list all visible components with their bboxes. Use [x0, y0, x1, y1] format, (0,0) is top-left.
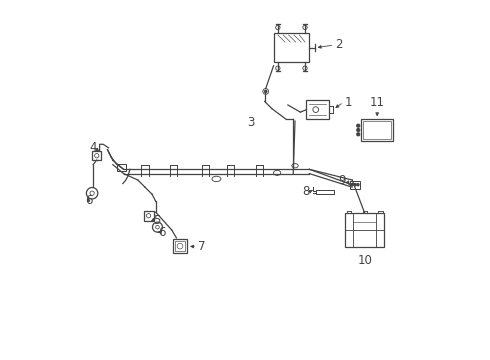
Circle shape	[351, 184, 353, 186]
Bar	[306, 100, 329, 119]
Bar	[175, 241, 185, 251]
Text: 2: 2	[335, 39, 343, 51]
Text: 6: 6	[159, 226, 166, 239]
Text: 4: 4	[90, 141, 97, 154]
Circle shape	[357, 129, 360, 131]
Bar	[118, 164, 126, 171]
Bar	[345, 213, 384, 247]
Circle shape	[357, 124, 360, 127]
Bar	[361, 119, 393, 141]
Text: 3: 3	[247, 116, 255, 129]
Bar	[144, 211, 153, 221]
Text: 11: 11	[369, 96, 385, 109]
Text: 8: 8	[302, 185, 309, 198]
Text: 9: 9	[339, 174, 346, 187]
Circle shape	[357, 133, 360, 136]
Text: 10: 10	[357, 254, 372, 267]
Circle shape	[354, 184, 356, 186]
Bar	[350, 181, 360, 189]
Bar	[173, 239, 187, 253]
Text: 5: 5	[153, 213, 161, 226]
Bar	[363, 121, 391, 139]
Bar	[273, 33, 309, 63]
Text: 6: 6	[85, 194, 92, 207]
Bar	[93, 152, 101, 160]
Text: 1: 1	[344, 96, 352, 109]
Circle shape	[265, 90, 267, 93]
Text: 7: 7	[198, 240, 205, 253]
Circle shape	[357, 184, 359, 186]
